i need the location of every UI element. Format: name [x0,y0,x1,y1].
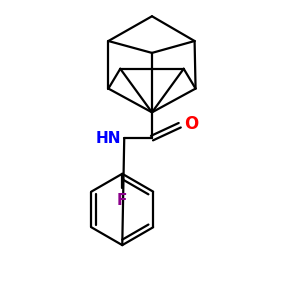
Text: O: O [184,115,198,133]
Text: F: F [117,193,128,208]
Text: HN: HN [96,130,121,146]
